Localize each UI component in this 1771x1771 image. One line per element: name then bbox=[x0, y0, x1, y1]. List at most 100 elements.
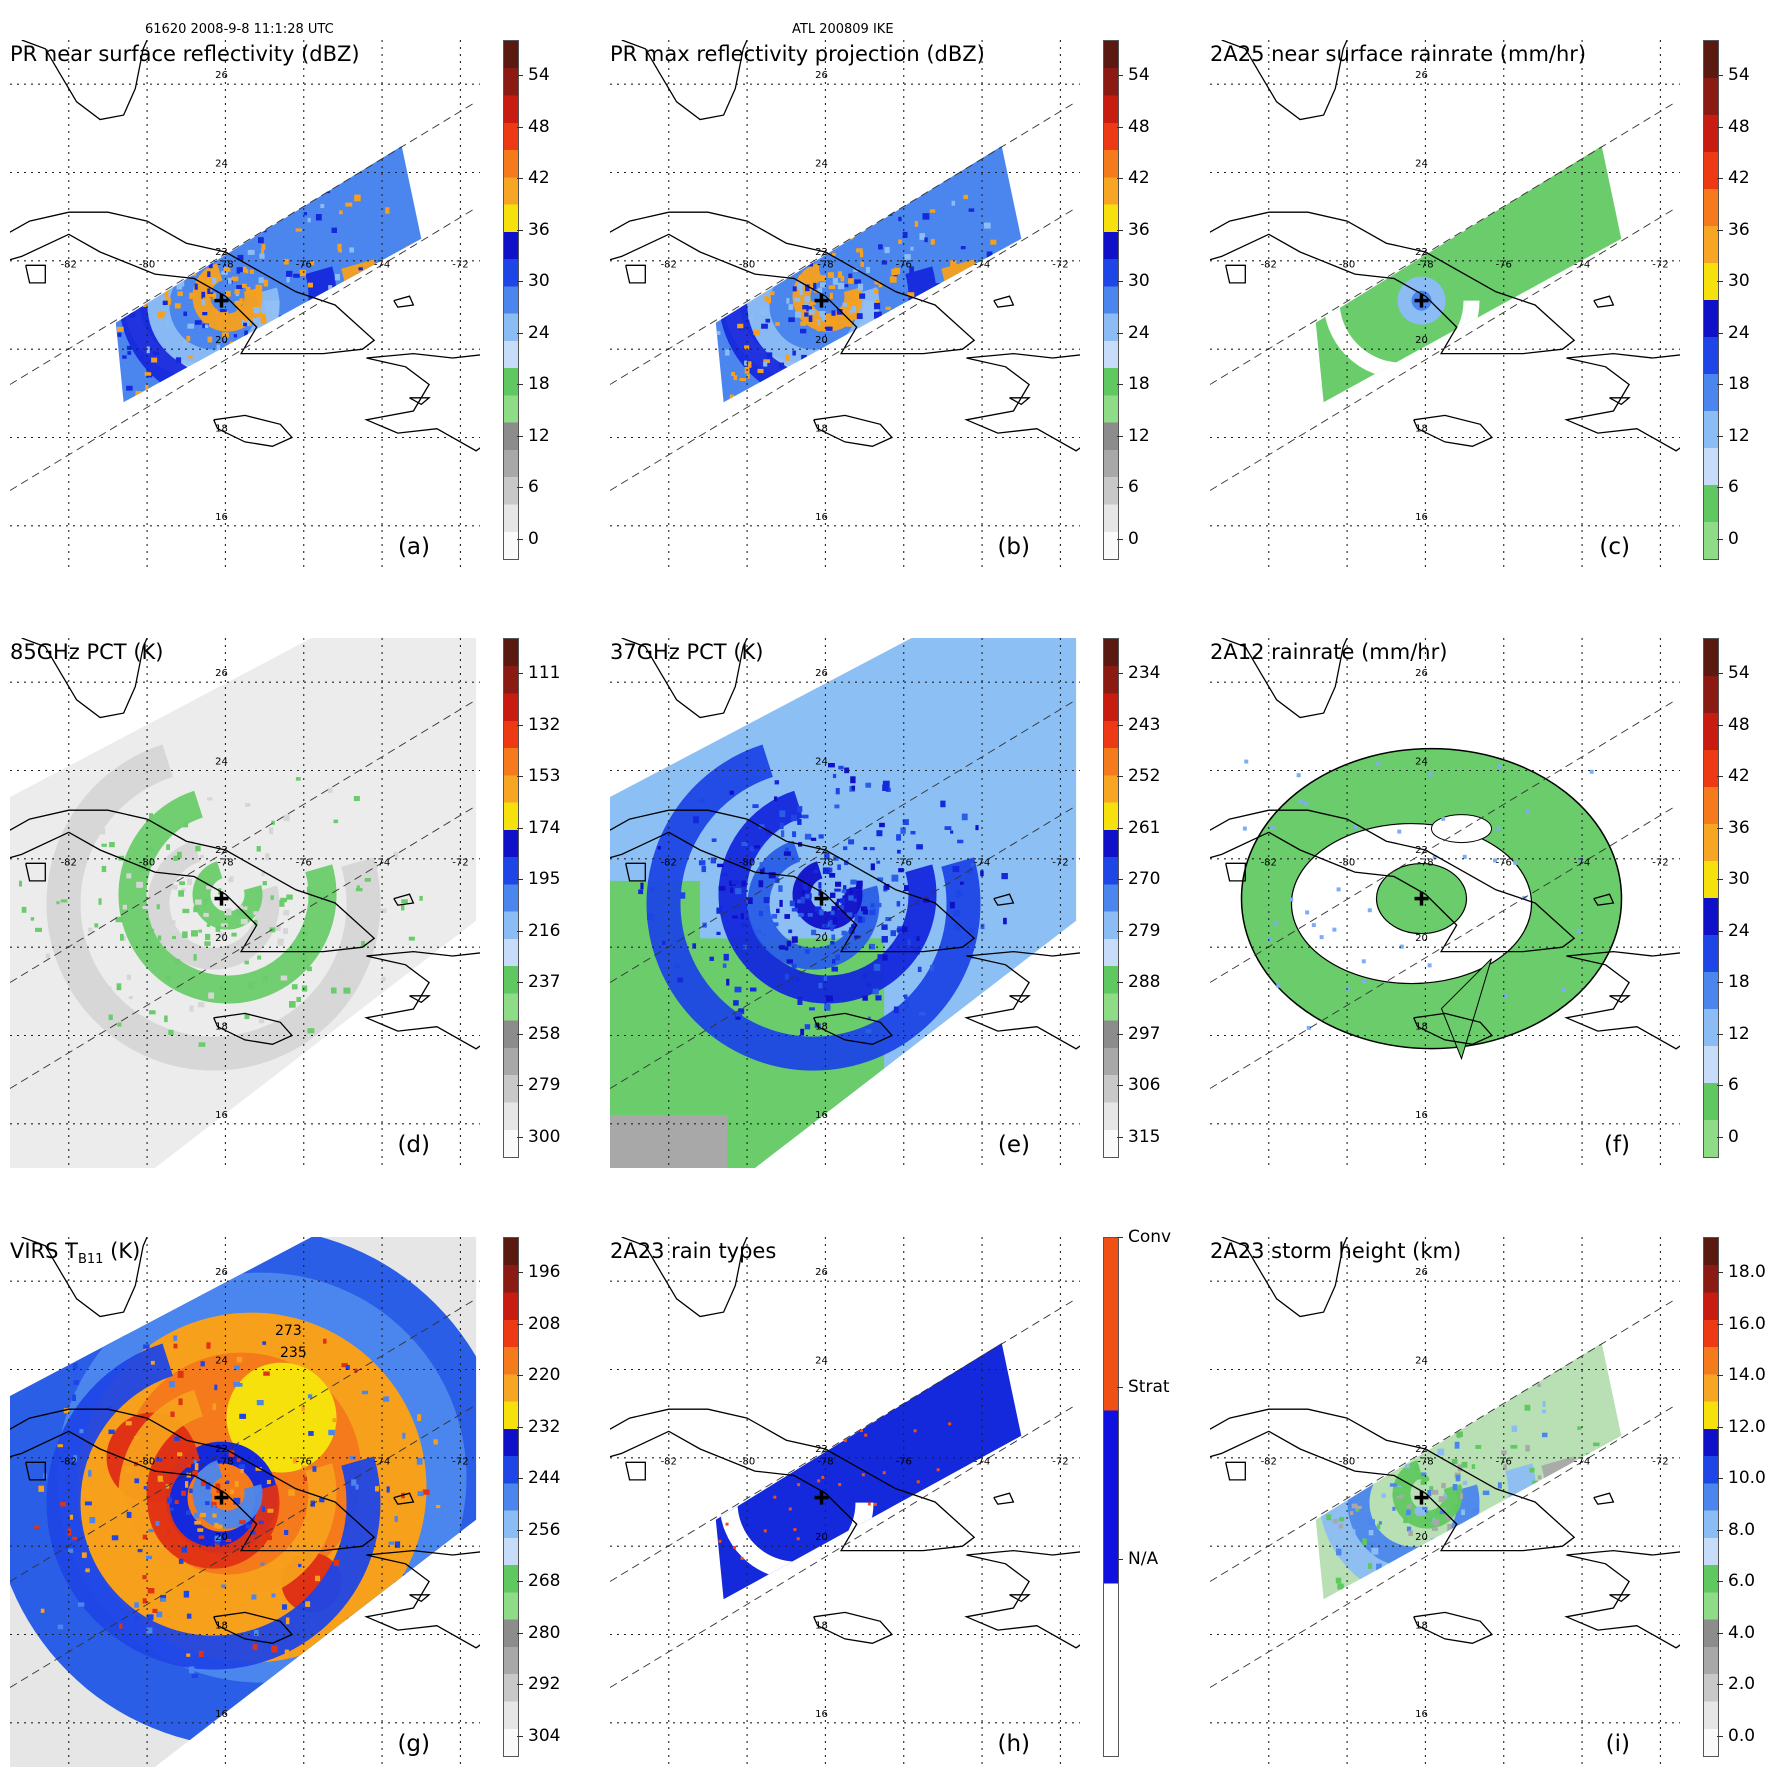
lat-label: 20 bbox=[1415, 1532, 1428, 1543]
lat-label: 22 bbox=[815, 845, 828, 856]
colorbar-tick: 24 bbox=[517, 322, 550, 343]
colorbar-tick: 132 bbox=[516, 714, 561, 735]
lat-label: 24 bbox=[1415, 1356, 1428, 1367]
lon-label: -80 bbox=[739, 1456, 755, 1467]
lat-label: 26 bbox=[215, 1267, 228, 1278]
colorbar-tick: 208 bbox=[516, 1313, 561, 1334]
panel-title-text: PR max reflectivity projection (dBZ) bbox=[610, 42, 985, 66]
colorbar-tick: 12 bbox=[1717, 1023, 1750, 1044]
colorbar-tick: 6 bbox=[1717, 477, 1739, 497]
coastlines bbox=[1210, 1237, 1680, 1649]
colorbar-tick: 16.0 bbox=[1717, 1313, 1766, 1334]
precip-field bbox=[34, 1335, 451, 1678]
colorbar-tick: 261 bbox=[1116, 817, 1161, 838]
grid-labels: 26 24 22 20 18 16 -82 -80 -78 -76 -74 -72 bbox=[661, 668, 1069, 1121]
colorbar-tick: 288 bbox=[1116, 972, 1161, 992]
panel-letter: (c) bbox=[1599, 534, 1630, 560]
panel-title-text: VIRS T bbox=[10, 1239, 78, 1263]
lat-label: 18 bbox=[1415, 1022, 1428, 1033]
map-area: 26 24 22 20 18 16 -82 -80 -78 -76 -74 -72 bbox=[10, 638, 480, 1168]
colorbar-tick: 0 bbox=[1717, 1126, 1739, 1147]
colorbar-tick: 2.0 bbox=[1716, 1674, 1756, 1694]
panel-letter: (g) bbox=[397, 1731, 430, 1757]
lon-label: -76 bbox=[896, 259, 912, 270]
contour-label: 273 bbox=[275, 1323, 302, 1339]
lon-label: -80 bbox=[1339, 1456, 1355, 1467]
colorbar-tick: 279 bbox=[516, 1075, 561, 1095]
map-svg: 26 24 22 20 18 16 -82 -80 -78 -76 -74 -72 bbox=[1210, 40, 1680, 570]
lat-label: 26 bbox=[215, 668, 228, 679]
coastlines bbox=[610, 1237, 1080, 1649]
colorbar-tick: 0 bbox=[517, 528, 539, 549]
colorbar-tick: 300 bbox=[516, 1126, 561, 1147]
colorbar-tick: 12 bbox=[1717, 425, 1750, 446]
colorbar-tick: 54 bbox=[1717, 65, 1750, 85]
panel-title-text: 2A23 rain types bbox=[610, 1239, 777, 1263]
panel-b: 26 24 22 20 18 16 -82 -80 -78 -76 -74 -72 PR max ref… bbox=[600, 40, 1150, 570]
storm-center-marker bbox=[214, 1490, 229, 1505]
lon-label: -78 bbox=[217, 1456, 233, 1467]
lon-label: -76 bbox=[296, 259, 312, 270]
storm-center-marker bbox=[214, 891, 229, 906]
colorbar-tick: 48 bbox=[517, 116, 550, 137]
lon-label: -74 bbox=[374, 259, 390, 270]
lon-label: -78 bbox=[817, 1456, 833, 1467]
lon-label: -74 bbox=[1574, 259, 1590, 270]
lat-label: 18 bbox=[1415, 1621, 1428, 1632]
colorbar-tick: 18 bbox=[1117, 374, 1150, 394]
lat-lon-grid bbox=[10, 638, 480, 1168]
lat-label: 22 bbox=[815, 1444, 828, 1455]
panel-title-subscript: B11 bbox=[77, 1252, 104, 1268]
lon-label: -78 bbox=[817, 259, 833, 270]
lat-label: 20 bbox=[215, 335, 228, 346]
panel-title-text: 2A23 storm height (km) bbox=[1210, 1239, 1462, 1263]
grid-labels: 26 24 22 20 18 16 -82 -80 -78 -76 -74 -72 bbox=[1261, 1267, 1669, 1720]
grid-labels: 26 24 22 20 18 16 -82 -80 -78 -76 -74 -72 bbox=[61, 668, 469, 1121]
colorbar-tick: 54 bbox=[517, 65, 550, 85]
lat-label: 22 bbox=[1415, 1444, 1428, 1455]
colorbar bbox=[503, 638, 519, 1158]
lat-label: 26 bbox=[1415, 668, 1428, 679]
lon-label: -80 bbox=[139, 857, 155, 868]
lon-label: -76 bbox=[1496, 857, 1512, 868]
panel-title-text: PR near surface reflectivity (dBZ) bbox=[10, 42, 360, 66]
panel-title: 2A12 rainrate (mm/hr) bbox=[1210, 640, 1447, 664]
colorbar-tick: 243 bbox=[1116, 714, 1161, 735]
lon-label: -72 bbox=[1652, 1456, 1668, 1467]
coastlines bbox=[10, 40, 480, 452]
storm-name-header: ATL 200809 IKE bbox=[792, 22, 894, 37]
colorbar-tick: 18 bbox=[517, 374, 550, 394]
colorbar-tick: 30 bbox=[1717, 271, 1750, 291]
lon-label: -72 bbox=[1052, 1456, 1068, 1467]
lon-label: -76 bbox=[896, 1456, 912, 1467]
lon-label: -82 bbox=[1261, 259, 1277, 270]
lat-label: 18 bbox=[215, 424, 228, 435]
storm-center-marker bbox=[214, 293, 229, 308]
colorbar-tick: 24 bbox=[1717, 322, 1750, 343]
map-area: 26 24 22 20 18 16 -82 -80 -78 -76 -74 -72 bbox=[610, 1237, 1080, 1767]
colorbar-tick: 24 bbox=[1117, 322, 1150, 343]
lat-label: 26 bbox=[815, 668, 828, 679]
lon-label: -72 bbox=[1052, 857, 1068, 868]
colorbar-tick: 42 bbox=[1117, 168, 1150, 188]
colorbar-tick: 36 bbox=[1717, 219, 1750, 240]
panel-i: 26 24 22 20 18 16 -82 -80 -78 -76 -74 -72 2A23 storm… bbox=[1200, 1237, 1766, 1767]
colorbar-tick: 18 bbox=[1717, 972, 1750, 992]
lat-label: 24 bbox=[815, 159, 828, 170]
swath-background bbox=[115, 146, 422, 403]
contour-label: 235 bbox=[280, 1345, 307, 1361]
colorbar-tick: 292 bbox=[516, 1674, 561, 1694]
map-area: 26 24 22 20 18 16 -82 -80 -78 -76 -74 -72 bbox=[10, 1237, 480, 1767]
lat-label: 16 bbox=[215, 1709, 228, 1720]
colorbar-tick: 234 bbox=[1116, 663, 1161, 683]
map-svg: 26 24 22 20 18 16 -82 -80 -78 -76 -74 -72 bbox=[610, 40, 1080, 570]
colorbar-tick: 6.0 bbox=[1716, 1571, 1756, 1591]
map-svg: 26 24 22 20 18 16 -82 -80 -78 -76 -74 -72 bbox=[10, 638, 480, 1168]
lat-label: 20 bbox=[1415, 335, 1428, 346]
lat-label: 26 bbox=[1415, 1267, 1428, 1278]
lon-label: -82 bbox=[661, 259, 677, 270]
colorbar-tick: 42 bbox=[1717, 766, 1750, 786]
colorbar-tick: 244 bbox=[516, 1468, 561, 1488]
lat-label: 16 bbox=[815, 1110, 828, 1121]
coastlines bbox=[10, 638, 480, 1050]
